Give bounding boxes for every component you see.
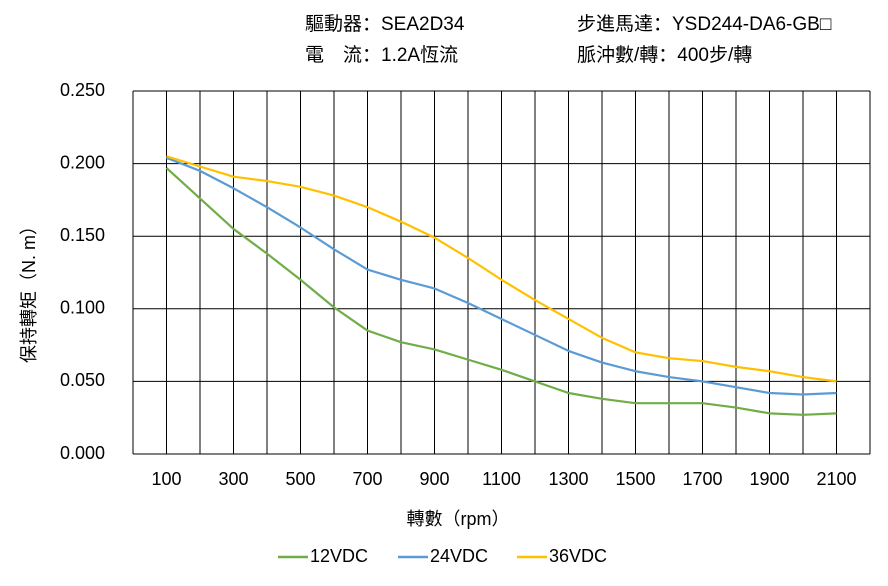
x-tick-label: 100 (151, 469, 181, 489)
x-tick-label: 1300 (548, 469, 588, 489)
y-tick-label: 0.150 (60, 225, 105, 245)
x-tick-label: 1900 (749, 469, 789, 489)
annotation: 脈沖數/轉：400步/轉 (577, 44, 752, 66)
annotation: 步進馬達：YSD244-DA6-GB□ (577, 13, 832, 35)
x-tick-label: 1700 (682, 469, 722, 489)
y-tick-label: 0.050 (60, 370, 105, 390)
legend-label: 12VDC (310, 546, 368, 566)
x-tick-label: 700 (352, 469, 382, 489)
y-tick-label: 0.250 (60, 80, 105, 100)
x-axis-label: 轉數（rpm） (407, 509, 510, 529)
y-tick-label: 0.000 (60, 443, 105, 463)
y-tick-label: 0.100 (60, 298, 105, 318)
x-tick-label: 300 (218, 469, 248, 489)
annotation: 電 流：1.2A恆流 (305, 44, 458, 66)
data-line (166, 155, 837, 383)
x-tick-label: 2100 (816, 469, 856, 489)
y-axis-label: 保持轉矩（N. m） (19, 217, 39, 363)
data-line (165, 167, 837, 416)
x-tick-label: 500 (285, 469, 315, 489)
legend-label: 24VDC (430, 546, 488, 566)
x-tick-label: 900 (419, 469, 449, 489)
x-tick-label: 1500 (615, 469, 655, 489)
data-line (166, 156, 837, 396)
legend-label: 36VDC (549, 546, 607, 566)
x-tick-label: 1100 (482, 469, 521, 489)
y-tick-label: 0.200 (60, 152, 105, 172)
annotation: 驅動器：SEA2D34 (305, 13, 465, 35)
